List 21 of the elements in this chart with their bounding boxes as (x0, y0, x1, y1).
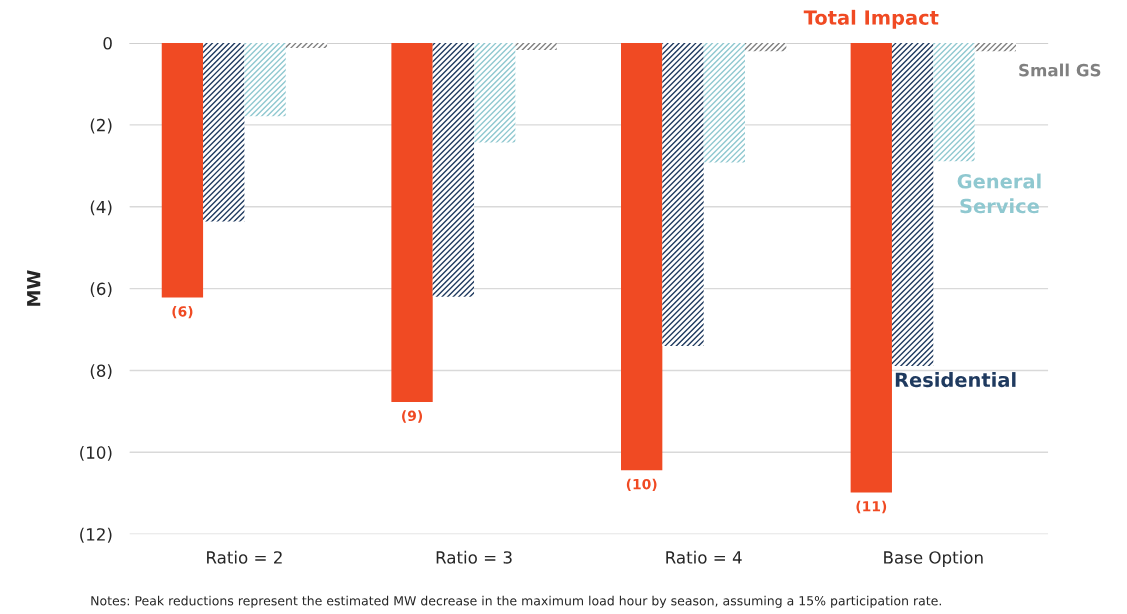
series-label: General Service (957, 173, 1041, 214)
y-tick-label: (12) (80, 527, 112, 543)
series-label: Total Impact (803, 9, 939, 29)
y-tick-label: (4) (90, 200, 112, 216)
data-label: (9) (402, 410, 423, 423)
data-label: (6) (172, 305, 193, 319)
data-label: (11) (856, 500, 887, 514)
series-label: Residential (895, 372, 1016, 388)
series-label: Small GS (1019, 63, 1101, 77)
x-tick-label: Base Option (884, 550, 983, 567)
y-tick-label: (8) (90, 364, 112, 379)
data-label: (10) (626, 478, 657, 492)
y-axis-title: MW (27, 270, 41, 306)
x-tick-label: Ratio = 4 (666, 550, 742, 564)
text: Notes: Peak reductions represent the estimated MW decrease in the maximum load hour by season, assuming a 15% participation rate. (91, 595, 941, 608)
y-tick-label: (2) (90, 118, 112, 134)
y-tick-label: (10) (80, 446, 112, 461)
y-tick-label: 0 (103, 36, 112, 50)
x-tick-label: Ratio = 3 (436, 550, 512, 564)
y-tick-label: (6) (90, 282, 112, 298)
x-tick-label: Ratio = 2 (207, 550, 282, 564)
